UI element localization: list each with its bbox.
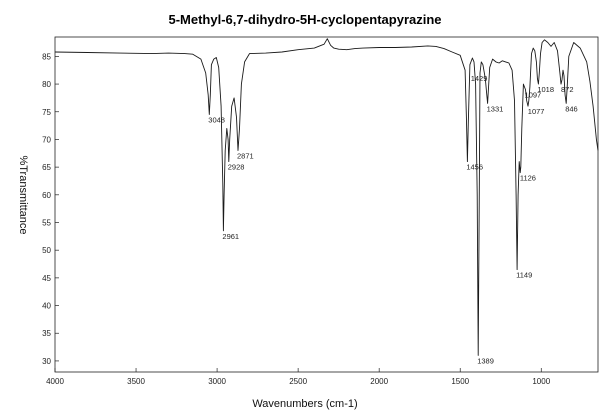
peak-label-1429: 1429	[471, 74, 488, 83]
peak-label-1456: 1456	[466, 163, 483, 172]
y-tick-label: 30	[42, 357, 51, 366]
y-axis-ticks: 30 35 40 45 50 55 60 65 70 75 80 85	[42, 52, 59, 366]
x-tick-label: 2000	[370, 377, 388, 386]
peak-label-2871: 2871	[237, 152, 254, 161]
y-tick-label: 40	[42, 302, 51, 311]
plot-frame	[54, 36, 599, 373]
peak-label-3048: 3048	[208, 116, 225, 125]
peak-label-872: 872	[561, 85, 574, 94]
x-axis-title: Wavenumbers (cm-1)	[252, 398, 357, 410]
peak-label-1331: 1331	[487, 104, 504, 113]
x-axis-ticks: 4000 3500 3000 2500 2000 1500 1000	[46, 368, 551, 386]
x-tick-label: 2500	[289, 377, 307, 386]
peak-label-1126: 1126	[520, 174, 536, 183]
y-axis-title: %Transmittance	[17, 155, 29, 234]
spectrum-line	[54, 38, 599, 356]
y-tick-label: 65	[42, 163, 51, 172]
y-tick-label: 70	[42, 135, 51, 144]
y-tick-label: 80	[42, 80, 51, 89]
x-tick-label: 4000	[46, 377, 64, 386]
y-tick-label: 50	[42, 246, 51, 255]
y-tick-label: 75	[42, 108, 51, 117]
y-tick-label: 55	[42, 218, 51, 227]
x-tick-label: 1000	[532, 377, 550, 386]
x-tick-label: 3500	[127, 377, 145, 386]
peak-label-1077: 1077	[528, 107, 545, 116]
y-tick-label: 60	[42, 191, 51, 200]
x-tick-label: 3000	[208, 377, 226, 386]
peak-label-1149: 1149	[516, 271, 532, 280]
peak-label-1018: 1018	[537, 85, 554, 94]
peak-label-846: 846	[565, 104, 578, 113]
chart-title: 5-Methyl-6,7-dihydro-5H-cyclopentapyrazi…	[168, 12, 441, 27]
peak-label-1389: 1389	[477, 356, 494, 365]
peak-label-1097: 1097	[525, 91, 542, 100]
x-tick-label: 1500	[451, 377, 469, 386]
peak-labels: 3048 2961 2928 2871 1456 1429 1389 1331 1149 1126…	[208, 74, 577, 365]
y-tick-label: 85	[42, 52, 51, 61]
peak-label-2928: 2928	[228, 163, 245, 172]
peak-label-2961: 2961	[222, 232, 239, 241]
y-tick-label: 45	[42, 274, 51, 283]
y-tick-label: 35	[42, 329, 51, 338]
